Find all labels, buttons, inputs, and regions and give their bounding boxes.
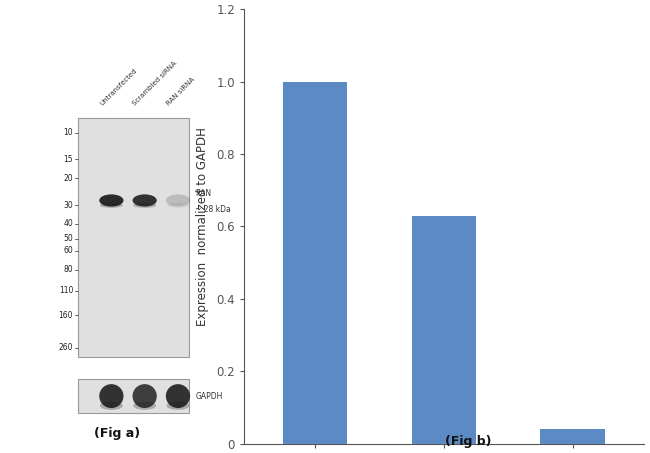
- Text: 50: 50: [63, 234, 73, 243]
- Text: ~ 28 kDa: ~ 28 kDa: [195, 205, 231, 214]
- Text: Untransfected: Untransfected: [99, 67, 138, 107]
- Text: (Fig b): (Fig b): [445, 435, 491, 448]
- Text: 160: 160: [58, 311, 73, 320]
- Text: 40: 40: [63, 220, 73, 228]
- Ellipse shape: [166, 203, 189, 208]
- Text: (Fig a): (Fig a): [94, 427, 140, 439]
- Bar: [540, 429, 605, 444]
- Bar: [283, 82, 347, 444]
- Ellipse shape: [133, 401, 156, 410]
- Ellipse shape: [99, 194, 124, 207]
- Ellipse shape: [133, 384, 157, 408]
- Text: 20: 20: [64, 174, 73, 183]
- Ellipse shape: [100, 401, 123, 410]
- Ellipse shape: [133, 194, 157, 207]
- Text: 30: 30: [63, 201, 73, 209]
- Ellipse shape: [133, 203, 156, 208]
- Text: GAPDH: GAPDH: [195, 391, 222, 400]
- Ellipse shape: [166, 401, 189, 410]
- Text: 10: 10: [64, 128, 73, 137]
- Ellipse shape: [166, 384, 190, 408]
- Text: 260: 260: [58, 343, 73, 352]
- Y-axis label: Expression  normalized to GAPDH: Expression normalized to GAPDH: [196, 127, 209, 326]
- Text: 80: 80: [64, 265, 73, 274]
- Ellipse shape: [166, 194, 190, 207]
- Text: 60: 60: [63, 246, 73, 255]
- FancyBboxPatch shape: [77, 379, 188, 414]
- FancyBboxPatch shape: [77, 118, 188, 357]
- Text: RAN: RAN: [195, 189, 211, 198]
- Ellipse shape: [100, 203, 123, 208]
- Text: Scrambled siRNA: Scrambled siRNA: [132, 60, 178, 107]
- Bar: [411, 216, 476, 444]
- Text: RAN siRNA: RAN siRNA: [165, 77, 196, 107]
- Text: 110: 110: [58, 286, 73, 295]
- Ellipse shape: [99, 384, 124, 408]
- Text: 15: 15: [64, 155, 73, 164]
